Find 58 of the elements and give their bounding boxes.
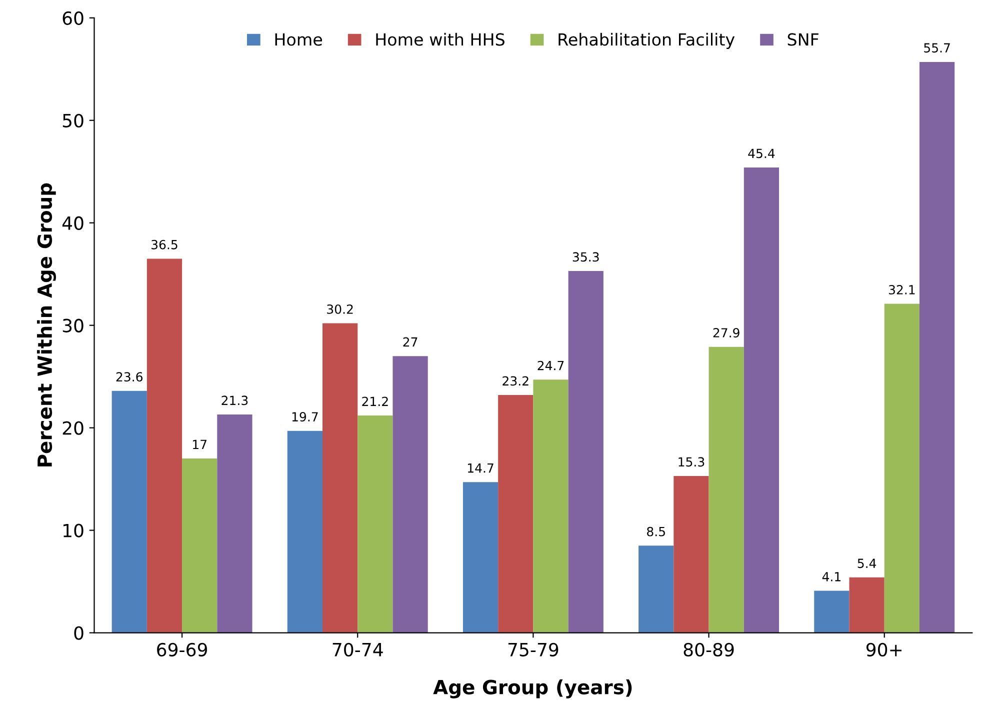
y-tick-label: 10 [64, 524, 84, 538]
data-label: 21.3 [222, 396, 248, 406]
bar [322, 323, 358, 633]
bar [708, 346, 744, 633]
data-label: 14.7 [468, 463, 494, 473]
data-label: 30.2 [327, 304, 353, 314]
legend-label: Home [275, 33, 322, 46]
data-label: 23.2 [502, 376, 528, 386]
bar [849, 577, 884, 633]
legend-label: Rehabilitation Facility [558, 32, 735, 50]
data-label: 19.7 [292, 412, 318, 422]
bar [392, 356, 428, 633]
x-tick-label: 69-69 [157, 642, 207, 656]
x-tick-label: 70-74 [332, 642, 383, 656]
data-label: 45.4 [748, 148, 775, 158]
bar [287, 430, 322, 633]
bar [568, 271, 604, 633]
data-label: 32.1 [888, 284, 915, 294]
bar [674, 476, 709, 633]
y-tick-label: 40 [62, 216, 84, 230]
data-label: 36.5 [152, 240, 178, 250]
bar [814, 590, 850, 633]
bar [498, 395, 534, 633]
y-tick-label: 0 [74, 626, 84, 640]
data-label: 21.2 [362, 396, 388, 406]
x-axis-title: Age Group (years) [433, 679, 632, 698]
data-label: 8.5 [647, 526, 665, 536]
bar [146, 258, 182, 633]
data-label: 55.7 [924, 43, 950, 53]
bar [112, 390, 147, 633]
bar [217, 414, 252, 633]
legend-label: Home with HHS [376, 32, 504, 46]
bar [533, 380, 568, 633]
x-tick-label: 80-89 [684, 642, 734, 656]
bar [919, 62, 955, 633]
data-label: 35.3 [572, 252, 599, 262]
data-label: 5.4 [858, 558, 876, 568]
data-label: 23.6 [116, 372, 142, 382]
data-label: 15.3 [678, 457, 704, 467]
y-axis-title: Percent Within Age Group [37, 183, 56, 466]
bar [638, 546, 674, 633]
bar [182, 458, 218, 633]
y-tick-label: 60 [62, 11, 84, 25]
legend-label: SNF [788, 33, 818, 46]
data-label: 27 [403, 337, 418, 347]
bar [744, 168, 780, 633]
bar [884, 304, 920, 633]
bar [462, 482, 498, 633]
x-tick-label: 90+ [866, 642, 902, 656]
bar [358, 416, 393, 633]
y-tick-label: 50 [62, 114, 84, 128]
y-tick-label: 30 [62, 318, 84, 332]
data-label: 4.1 [822, 572, 840, 582]
data-label: 27.9 [713, 328, 740, 338]
data-label: 24.7 [538, 360, 564, 370]
x-tick-label: 75-79 [508, 642, 558, 656]
y-tick-label: 20 [62, 421, 84, 435]
data-label: 17 [193, 440, 206, 450]
